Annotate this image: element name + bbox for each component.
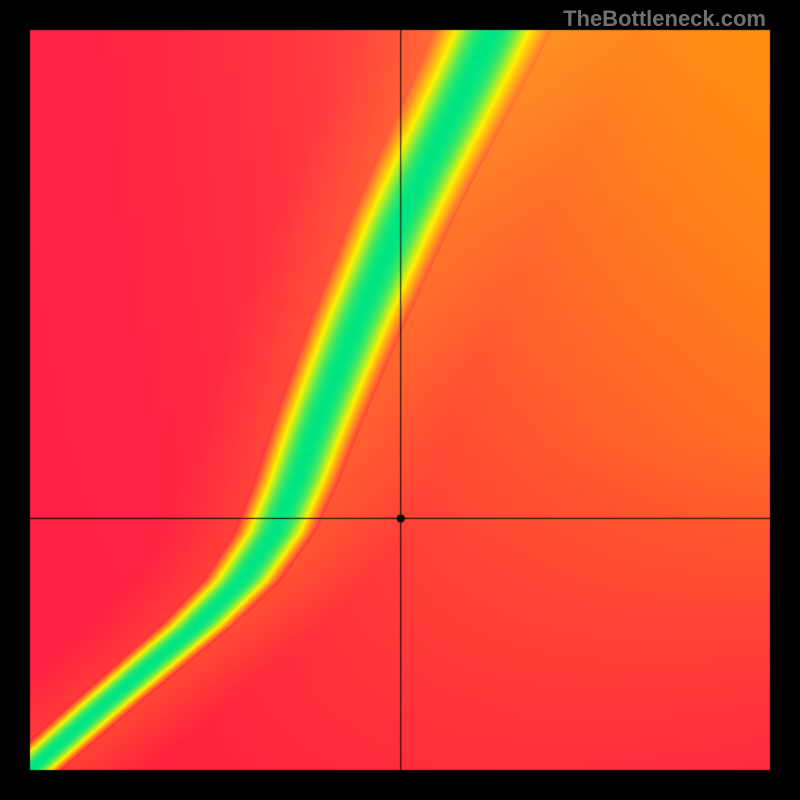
watermark-text: TheBottleneck.com (563, 6, 766, 32)
chart-container: TheBottleneck.com (0, 0, 800, 800)
bottleneck-heatmap (0, 0, 800, 800)
